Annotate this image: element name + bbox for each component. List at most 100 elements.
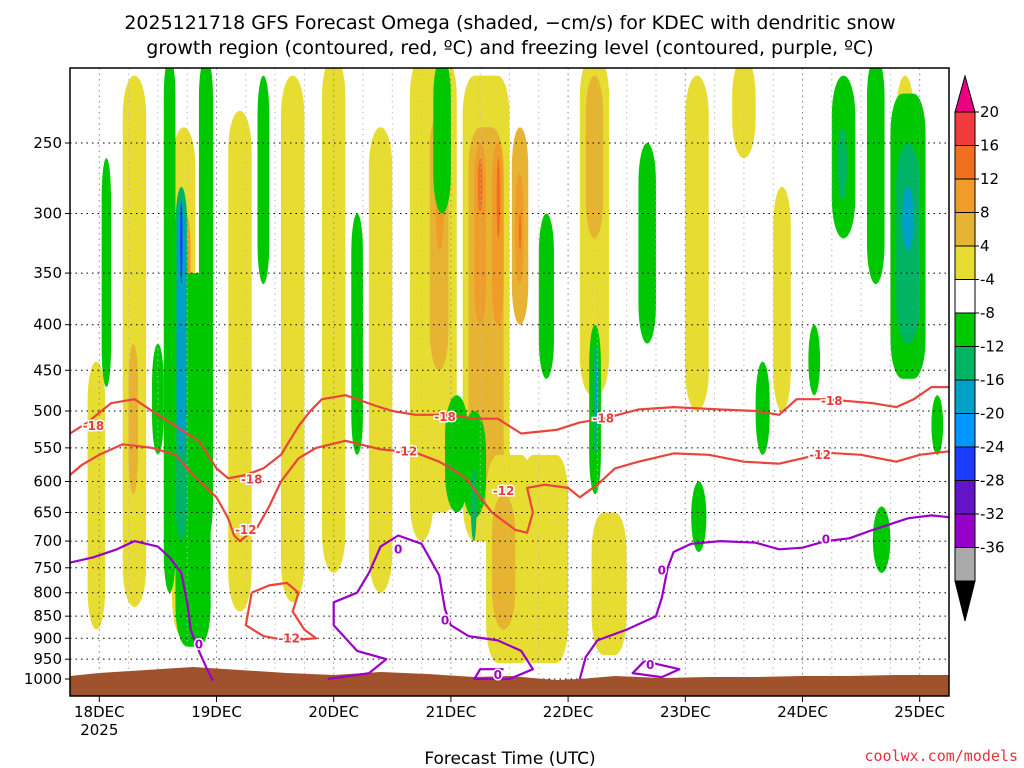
colorbar-box-6 xyxy=(954,312,976,347)
contour-label-13: 0 xyxy=(494,668,502,682)
omega-region-44 xyxy=(351,213,363,455)
x-tick-label-21DEC: 21DEC xyxy=(426,703,477,721)
colorbar-label-3: 8 xyxy=(980,204,990,222)
omega-region-1 xyxy=(122,75,147,607)
temperature-contours xyxy=(70,386,949,682)
x-tick-label-22DEC: 22DEC xyxy=(543,703,594,721)
y-tick-label-350: 350 xyxy=(33,264,62,282)
omega-region-19 xyxy=(496,158,501,239)
omega-region-49 xyxy=(538,213,555,379)
y-tick-label-900: 900 xyxy=(33,629,62,647)
omega-region-28 xyxy=(591,512,627,656)
colorbar-label-0: 20 xyxy=(980,103,999,121)
omega-region-64 xyxy=(931,395,944,455)
colorbar-box-2 xyxy=(954,178,976,213)
colorbar-box-10 xyxy=(954,446,976,481)
contour-label-9: -12 xyxy=(278,631,300,645)
omega-region-58 xyxy=(837,127,848,201)
omega-region-63 xyxy=(902,186,914,251)
y-tick-label-750: 750 xyxy=(33,559,62,577)
contour-label-0: -18 xyxy=(83,419,105,433)
colorbar-box-9 xyxy=(954,413,976,448)
chart-title-line-1: 2025121718 GFS Forecast Omega (shaded, −… xyxy=(124,12,895,34)
contour-label-12: 0 xyxy=(441,614,449,628)
omega-region-48 xyxy=(470,468,477,542)
contour-label-4: -18 xyxy=(821,394,843,408)
omega-region-25 xyxy=(521,454,569,664)
omega-region-21 xyxy=(491,494,516,630)
omega-shading xyxy=(87,68,944,664)
colorbar: 20 16 12 8 4 -4 -8 -12 -16 -20 -24 -28 -32 -36 xyxy=(954,74,1005,622)
y-tick-label-300: 300 xyxy=(33,204,62,222)
contour-label-15: 0 xyxy=(658,563,666,577)
omega-region-43 xyxy=(257,75,270,284)
chart-title-line-2: growth region (contoured, red, ºC) and f… xyxy=(146,37,873,59)
y-tick-label-650: 650 xyxy=(33,503,62,521)
omega-region-59 xyxy=(866,68,885,284)
colorbar-label-5: -4 xyxy=(980,271,995,289)
omega-region-29 xyxy=(685,75,709,411)
contour-label-8: -12 xyxy=(809,448,831,462)
y-tick-label-850: 850 xyxy=(33,607,62,625)
colorbar-top-arrow xyxy=(954,74,976,113)
omega-region-56 xyxy=(808,324,821,396)
y-tick-label-550: 550 xyxy=(33,439,62,457)
x-tick-label-18DEC: 18DEC xyxy=(74,703,125,721)
x-axis-title: Forecast Time (UTC) xyxy=(424,749,595,768)
colorbar-label-11: -28 xyxy=(980,472,1005,490)
colorbar-label-12: -32 xyxy=(980,505,1005,523)
colorbar-label-7: -12 xyxy=(980,338,1005,356)
purple-contour-1 xyxy=(327,534,534,681)
y-tick-label-600: 600 xyxy=(33,472,62,490)
y-tick-label-1000: 1000 xyxy=(24,670,62,688)
x-axis-time: 18DEC 19DEC 20DEC 21DEC 22DEC 23DEC 24DEC 25DEC… xyxy=(74,696,945,739)
purple-contour-2 xyxy=(578,514,949,680)
y-tick-label-500: 500 xyxy=(33,402,62,420)
colorbar-box-13 xyxy=(954,547,976,582)
omega-region-40 xyxy=(198,68,213,542)
omega-region-53 xyxy=(638,143,656,344)
omega-region-55 xyxy=(755,361,770,455)
contour-label-3: -18 xyxy=(592,412,614,426)
colorbar-label-8: -16 xyxy=(980,371,1005,389)
x-tick-label-20DEC: 20DEC xyxy=(308,703,359,721)
omega-region-24 xyxy=(518,213,522,251)
colorbar-label-4: 4 xyxy=(980,237,990,255)
ground-fill xyxy=(70,667,949,696)
colorbar-box-5 xyxy=(954,279,976,314)
omega-region-31 xyxy=(773,186,791,411)
contour-label-7: -12 xyxy=(493,484,515,498)
colorbar-box-0 xyxy=(954,111,976,146)
colorbar-label-1: 16 xyxy=(980,137,999,155)
omega-region-2 xyxy=(128,343,138,495)
purple-contour-0 xyxy=(70,540,214,682)
x-year-label: 2025 xyxy=(80,721,118,739)
grid-lines xyxy=(70,68,949,696)
colorbar-box-11 xyxy=(954,480,976,515)
y-tick-label-400: 400 xyxy=(33,316,62,334)
colorbar-box-4 xyxy=(954,245,976,280)
colorbar-label-9: -20 xyxy=(980,405,1005,423)
x-tick-label-19DEC: 19DEC xyxy=(191,703,242,721)
omega-region-38 xyxy=(177,200,185,455)
colorbar-label-10: -24 xyxy=(980,438,1005,456)
credit-text: coolwx.com/models xyxy=(864,747,1018,765)
contour-label-11: 0 xyxy=(394,542,402,556)
y-tick-label-700: 700 xyxy=(33,532,62,550)
contour-label-16: 0 xyxy=(822,532,830,546)
colorbar-label-6: -8 xyxy=(980,304,995,322)
colorbar-label-13: -36 xyxy=(980,539,1005,557)
colorbar-box-12 xyxy=(954,513,976,548)
omega-region-7 xyxy=(280,75,305,603)
colorbar-label-2: 12 xyxy=(980,170,999,188)
red-contour-0 xyxy=(70,386,949,480)
omega-region-60 xyxy=(872,506,891,573)
contour-label-2: -18 xyxy=(434,410,456,424)
omega-region-41 xyxy=(101,158,112,388)
contour-label-6: -12 xyxy=(396,444,418,458)
y-tick-label-950: 950 xyxy=(33,650,62,668)
terrain-ground xyxy=(70,667,949,696)
plot-frame xyxy=(69,67,950,697)
y-tick-label-800: 800 xyxy=(33,584,62,602)
